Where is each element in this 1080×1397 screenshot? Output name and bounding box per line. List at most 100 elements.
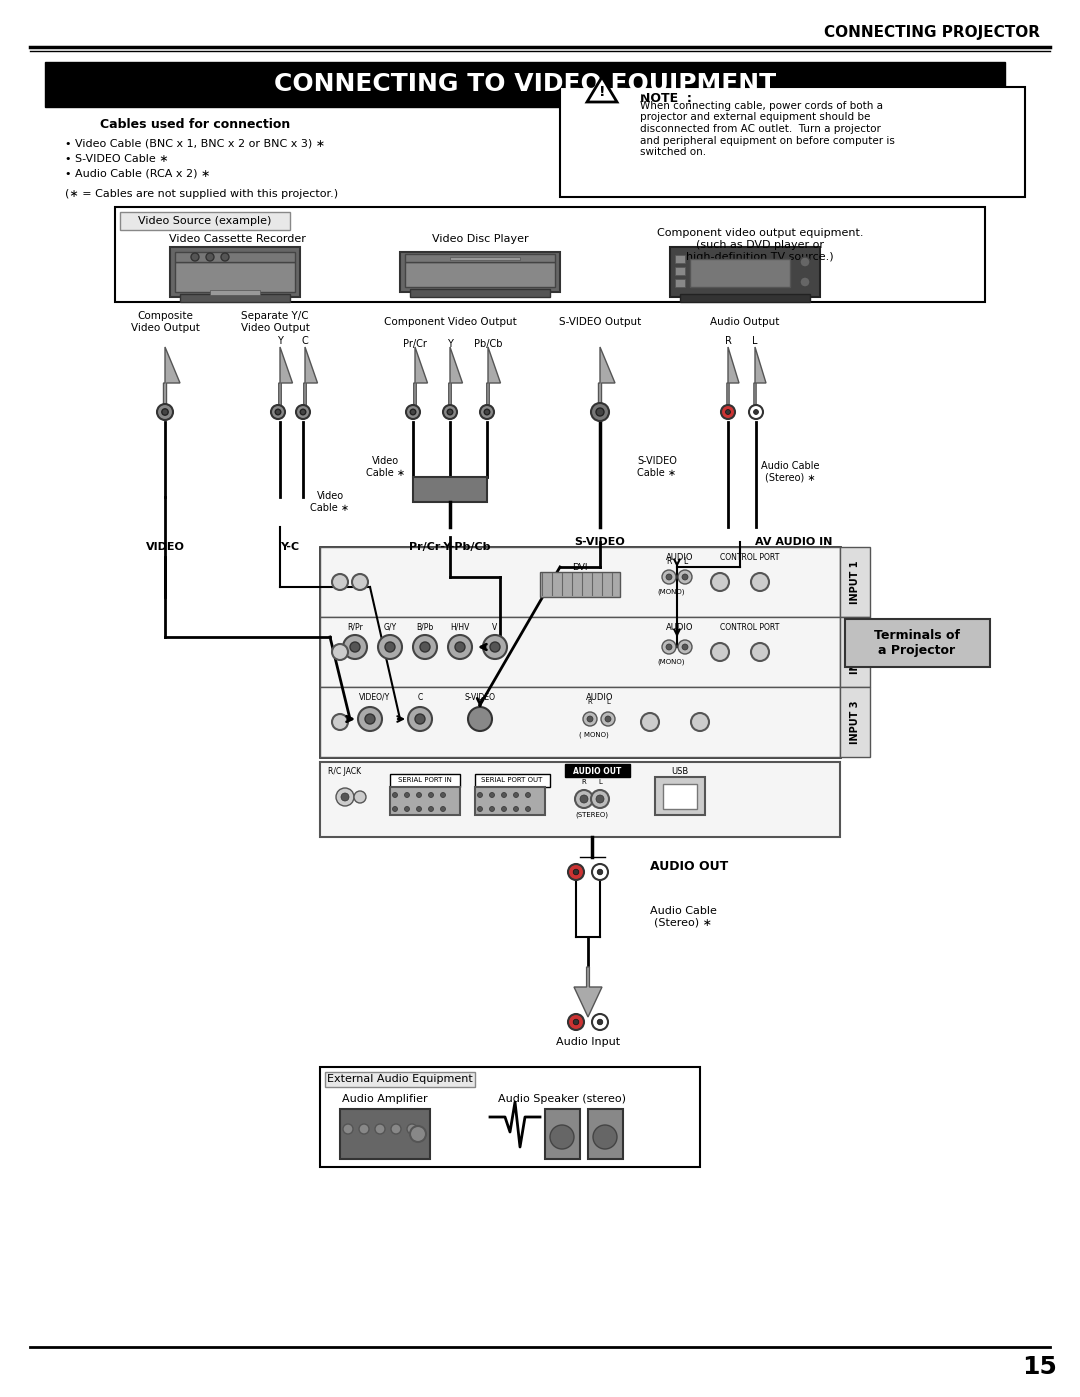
Circle shape [429,806,433,812]
Circle shape [592,863,608,880]
Circle shape [343,636,367,659]
Circle shape [678,640,692,654]
Circle shape [352,574,368,590]
Text: INPUT 2: INPUT 2 [850,630,860,673]
Polygon shape [279,346,293,407]
Text: (∗ = Cables are not supplied with this projector.): (∗ = Cables are not supplied with this p… [65,189,338,198]
Text: Terminals of
a Projector: Terminals of a Projector [874,629,960,657]
Bar [405,263,555,286]
Text: Separate Y/C
Video Output: Separate Y/C Video Output [241,312,310,332]
Text: (MONO): (MONO) [658,588,685,595]
Circle shape [221,253,229,261]
Circle shape [800,257,810,267]
Bar [320,761,840,837]
Bar [320,617,840,687]
Text: SERIAL PORT IN: SERIAL PORT IN [399,777,451,782]
Bar [170,247,300,298]
Circle shape [480,405,494,419]
Text: R: R [582,780,586,785]
Circle shape [568,1014,584,1030]
Text: When connecting cable, power cords of both a
projector and external equipment sh: When connecting cable, power cords of bo… [639,101,894,158]
Bar [410,289,550,298]
Circle shape [392,792,397,798]
Polygon shape [573,967,602,1017]
Polygon shape [727,346,739,407]
Text: G/Y: G/Y [383,623,396,631]
Text: Video Cassette Recorder: Video Cassette Recorder [168,235,306,244]
Polygon shape [303,346,318,407]
Text: AUDIO: AUDIO [666,552,693,562]
Circle shape [501,806,507,812]
Bar [114,207,985,302]
Text: • Video Cable (BNC x 1, BNC x 2 or BNC x 3) ∗: • Video Cable (BNC x 1, BNC x 2 or BNC x… [65,138,325,149]
Text: !: ! [598,85,605,99]
Circle shape [275,409,281,415]
Text: L: L [683,557,687,567]
Bar [840,548,870,617]
Text: AUDIO OUT: AUDIO OUT [572,767,621,775]
Text: Video
Cable ∗: Video Cable ∗ [365,457,405,478]
Circle shape [417,792,421,798]
Circle shape [332,574,348,590]
Circle shape [681,574,688,580]
Circle shape [296,405,310,419]
Circle shape [413,636,437,659]
Circle shape [751,643,769,661]
Text: Component Video Output: Component Video Output [383,317,516,327]
Circle shape [573,869,579,875]
Text: Pr/Cr: Pr/Cr [403,339,427,349]
Circle shape [588,717,593,722]
Circle shape [666,574,672,580]
Text: CONTROL PORT: CONTROL PORT [720,623,780,631]
Circle shape [407,1125,417,1134]
Text: Audio Cable
(Stereo) ∗: Audio Cable (Stereo) ∗ [760,461,820,483]
Bar [320,687,840,757]
Circle shape [477,792,483,798]
Circle shape [678,570,692,584]
Circle shape [191,253,199,261]
Text: Audio Input: Audio Input [556,1037,620,1046]
Text: (MONO): (MONO) [658,659,685,665]
Circle shape [441,806,446,812]
Bar [675,267,685,275]
Circle shape [711,643,729,661]
Circle shape [573,1020,579,1025]
Circle shape [455,643,465,652]
Text: R: R [588,698,592,705]
Text: R/C JACK: R/C JACK [328,767,362,777]
Circle shape [513,792,518,798]
Bar [405,254,555,263]
Text: INPUT 3: INPUT 3 [850,700,860,743]
Text: Cables used for connection: Cables used for connection [100,119,291,131]
Bar [340,1109,430,1160]
Text: CONNECTING PROJECTOR: CONNECTING PROJECTOR [824,25,1040,39]
Circle shape [405,806,409,812]
Circle shape [591,789,609,807]
Bar [588,1109,623,1160]
Circle shape [726,409,730,415]
Text: AUDIO: AUDIO [586,693,613,701]
Circle shape [501,792,507,798]
Text: USB: USB [672,767,689,777]
Text: Video
Cable ∗: Video Cable ∗ [311,492,350,513]
Text: Y-C: Y-C [281,542,299,552]
Circle shape [484,409,490,415]
Bar [690,258,789,286]
Circle shape [359,1125,369,1134]
Text: AUDIO: AUDIO [666,623,693,631]
Text: S-VIDEO: S-VIDEO [575,536,625,548]
Text: Video Source (example): Video Source (example) [138,217,272,226]
Circle shape [332,714,348,731]
Text: S-VIDEO
Cable ∗: S-VIDEO Cable ∗ [637,457,677,478]
Bar [320,548,840,757]
Text: 15: 15 [1023,1355,1057,1379]
Text: ( MONO): ( MONO) [579,732,609,738]
Text: R: R [725,337,731,346]
Circle shape [391,1125,401,1134]
Circle shape [448,636,472,659]
Circle shape [343,1125,353,1134]
Circle shape [721,405,735,419]
Text: L: L [598,780,602,785]
Circle shape [575,789,593,807]
Bar [320,1067,700,1166]
